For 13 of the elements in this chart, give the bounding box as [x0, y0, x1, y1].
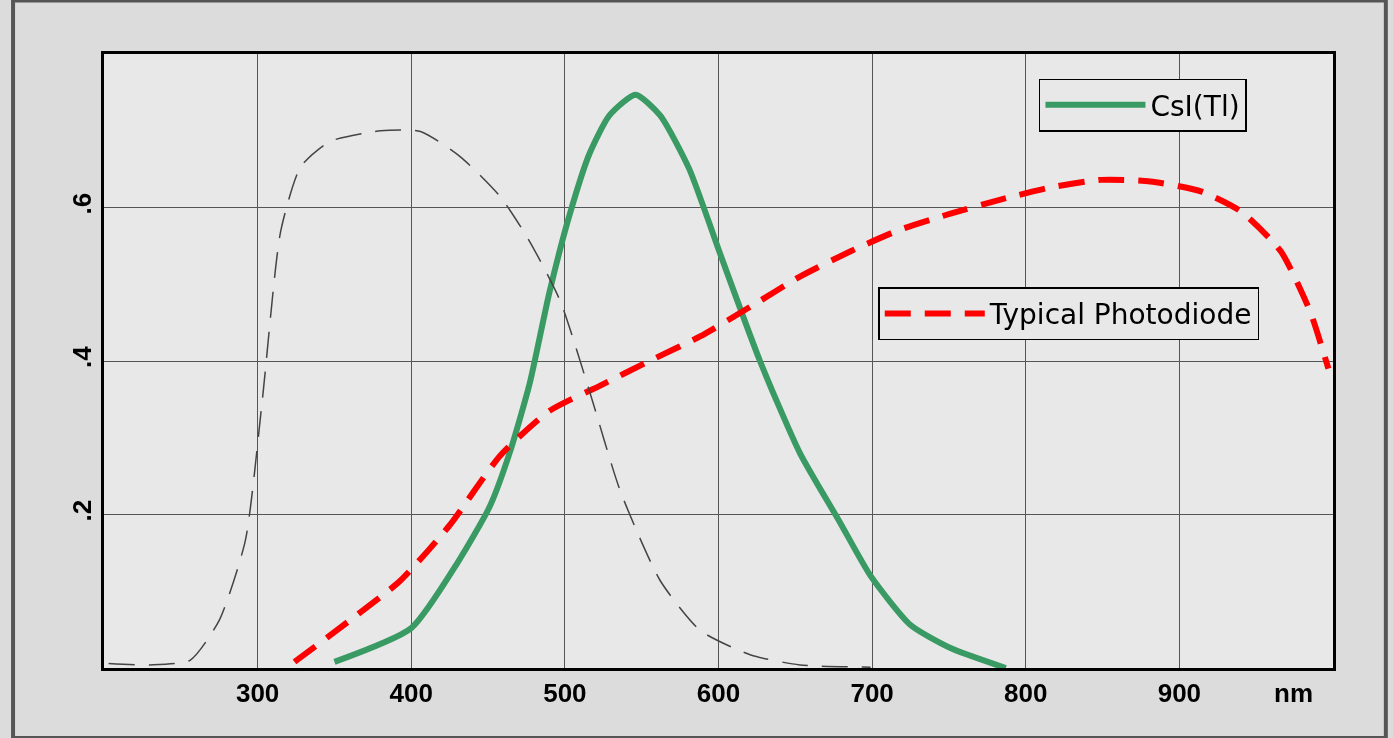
x-tick-label: 400 — [389, 678, 433, 709]
y-tick-label: .6 — [66, 192, 97, 215]
legend-label: CsI(Tl) — [1150, 89, 1240, 123]
x-axis-title: nm — [1274, 678, 1313, 708]
y-tick-label: .2 — [66, 499, 97, 522]
x-tick-label: 800 — [1004, 678, 1048, 709]
x-tick-label: 300 — [235, 678, 280, 709]
x-tick-label: 600 — [696, 678, 741, 709]
legend-label: Typical Photodiode — [988, 298, 1252, 332]
x-tick-label: 500 — [543, 678, 587, 709]
x-tick-label: 900 — [1157, 678, 1202, 709]
x-tick-label: 700 — [850, 678, 894, 709]
y-tick-label: .4 — [66, 345, 97, 368]
